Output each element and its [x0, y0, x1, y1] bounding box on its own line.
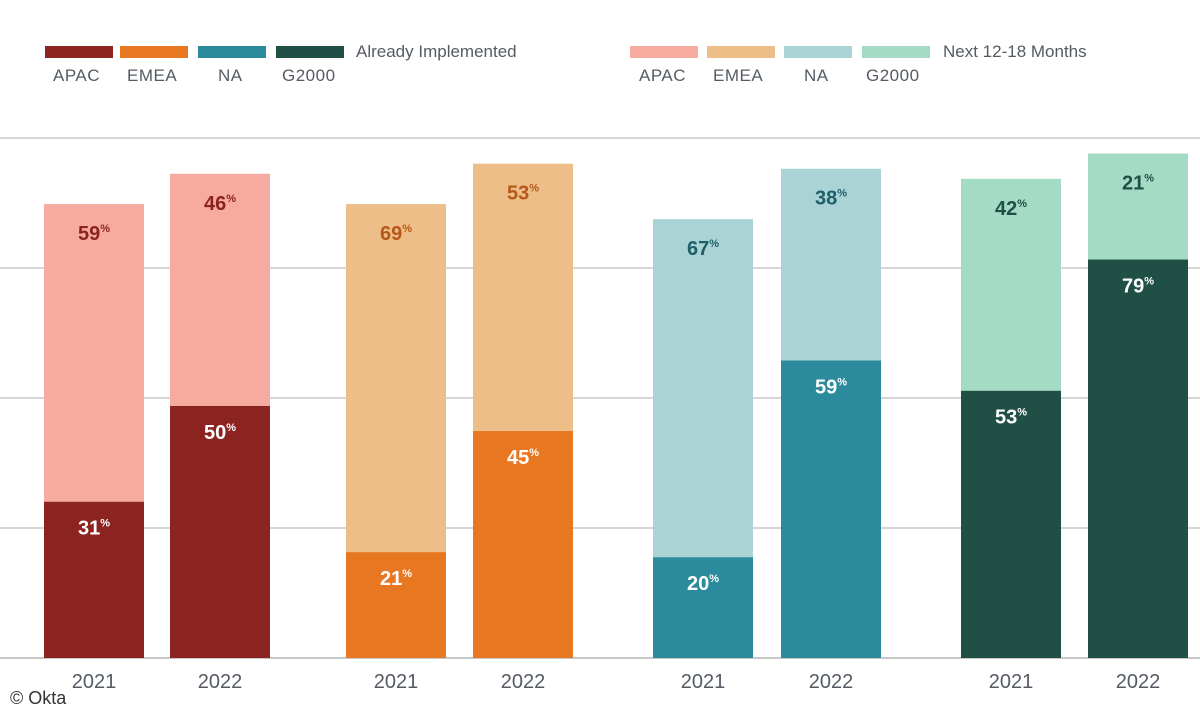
x-tick-apac-2022: 2022 [198, 671, 243, 693]
bar-g2000-2021-next [961, 178, 1061, 391]
bar-emea-2022-implemented [473, 431, 573, 658]
x-tick-emea-2022: 2022 [501, 671, 546, 693]
x-tick-na-2022: 2022 [809, 671, 854, 693]
legend-swatch-apac-implemented [45, 46, 113, 58]
legend-swatch-emea-implemented [120, 46, 188, 58]
bar-apac-2022-next [170, 173, 270, 406]
bar-emea-2021-implemented [346, 552, 446, 658]
legend-label-g2000-implemented: G2000 [282, 66, 336, 85]
legend-swatch-emea-next [707, 46, 775, 58]
x-tick-apac-2021: 2021 [72, 671, 117, 693]
bar-emea-2021-next [346, 204, 446, 553]
legend-label-emea-next: EMEA [713, 66, 764, 85]
legend-title-next: Next 12-18 Months [943, 42, 1087, 61]
bar-na-2022-next [781, 168, 881, 361]
bar-apac-2022-implemented [170, 405, 270, 658]
x-tick-na-2021: 2021 [681, 671, 726, 693]
legend-swatch-na-next [784, 46, 852, 58]
x-tick-g2000-2022: 2022 [1116, 671, 1161, 693]
legend-swatch-na-implemented [198, 46, 266, 58]
copyright-watermark: © Okta [10, 688, 67, 708]
bar-g2000-2022-next [1088, 153, 1188, 260]
legend-title-implemented: Already Implemented [356, 42, 517, 61]
legend-label-apac-implemented: APAC [53, 66, 101, 85]
bar-apac-2021-next [44, 204, 144, 502]
bar-g2000-2022-implemented [1088, 259, 1188, 658]
legend-swatch-apac-next [630, 46, 698, 58]
bar-g2000-2021-implemented [961, 390, 1061, 658]
legend-swatch-g2000-next [862, 46, 930, 58]
legend-label-g2000-next: G2000 [866, 66, 920, 85]
x-tick-g2000-2021: 2021 [989, 671, 1034, 693]
bar-na-2021-next [653, 219, 753, 558]
legend-label-na-implemented: NA [218, 66, 243, 85]
bar-emea-2022-next [473, 163, 573, 432]
legend-label-emea-implemented: EMEA [127, 66, 178, 85]
x-tick-emea-2021: 2021 [374, 671, 419, 693]
bar-na-2021-implemented [653, 557, 753, 658]
legend-label-na-next: NA [804, 66, 829, 85]
legend-label-apac-next: APAC [639, 66, 687, 85]
bar-na-2022-implemented [781, 360, 881, 658]
bar-apac-2021-implemented [44, 501, 144, 658]
legend-swatch-g2000-implemented [276, 46, 344, 58]
